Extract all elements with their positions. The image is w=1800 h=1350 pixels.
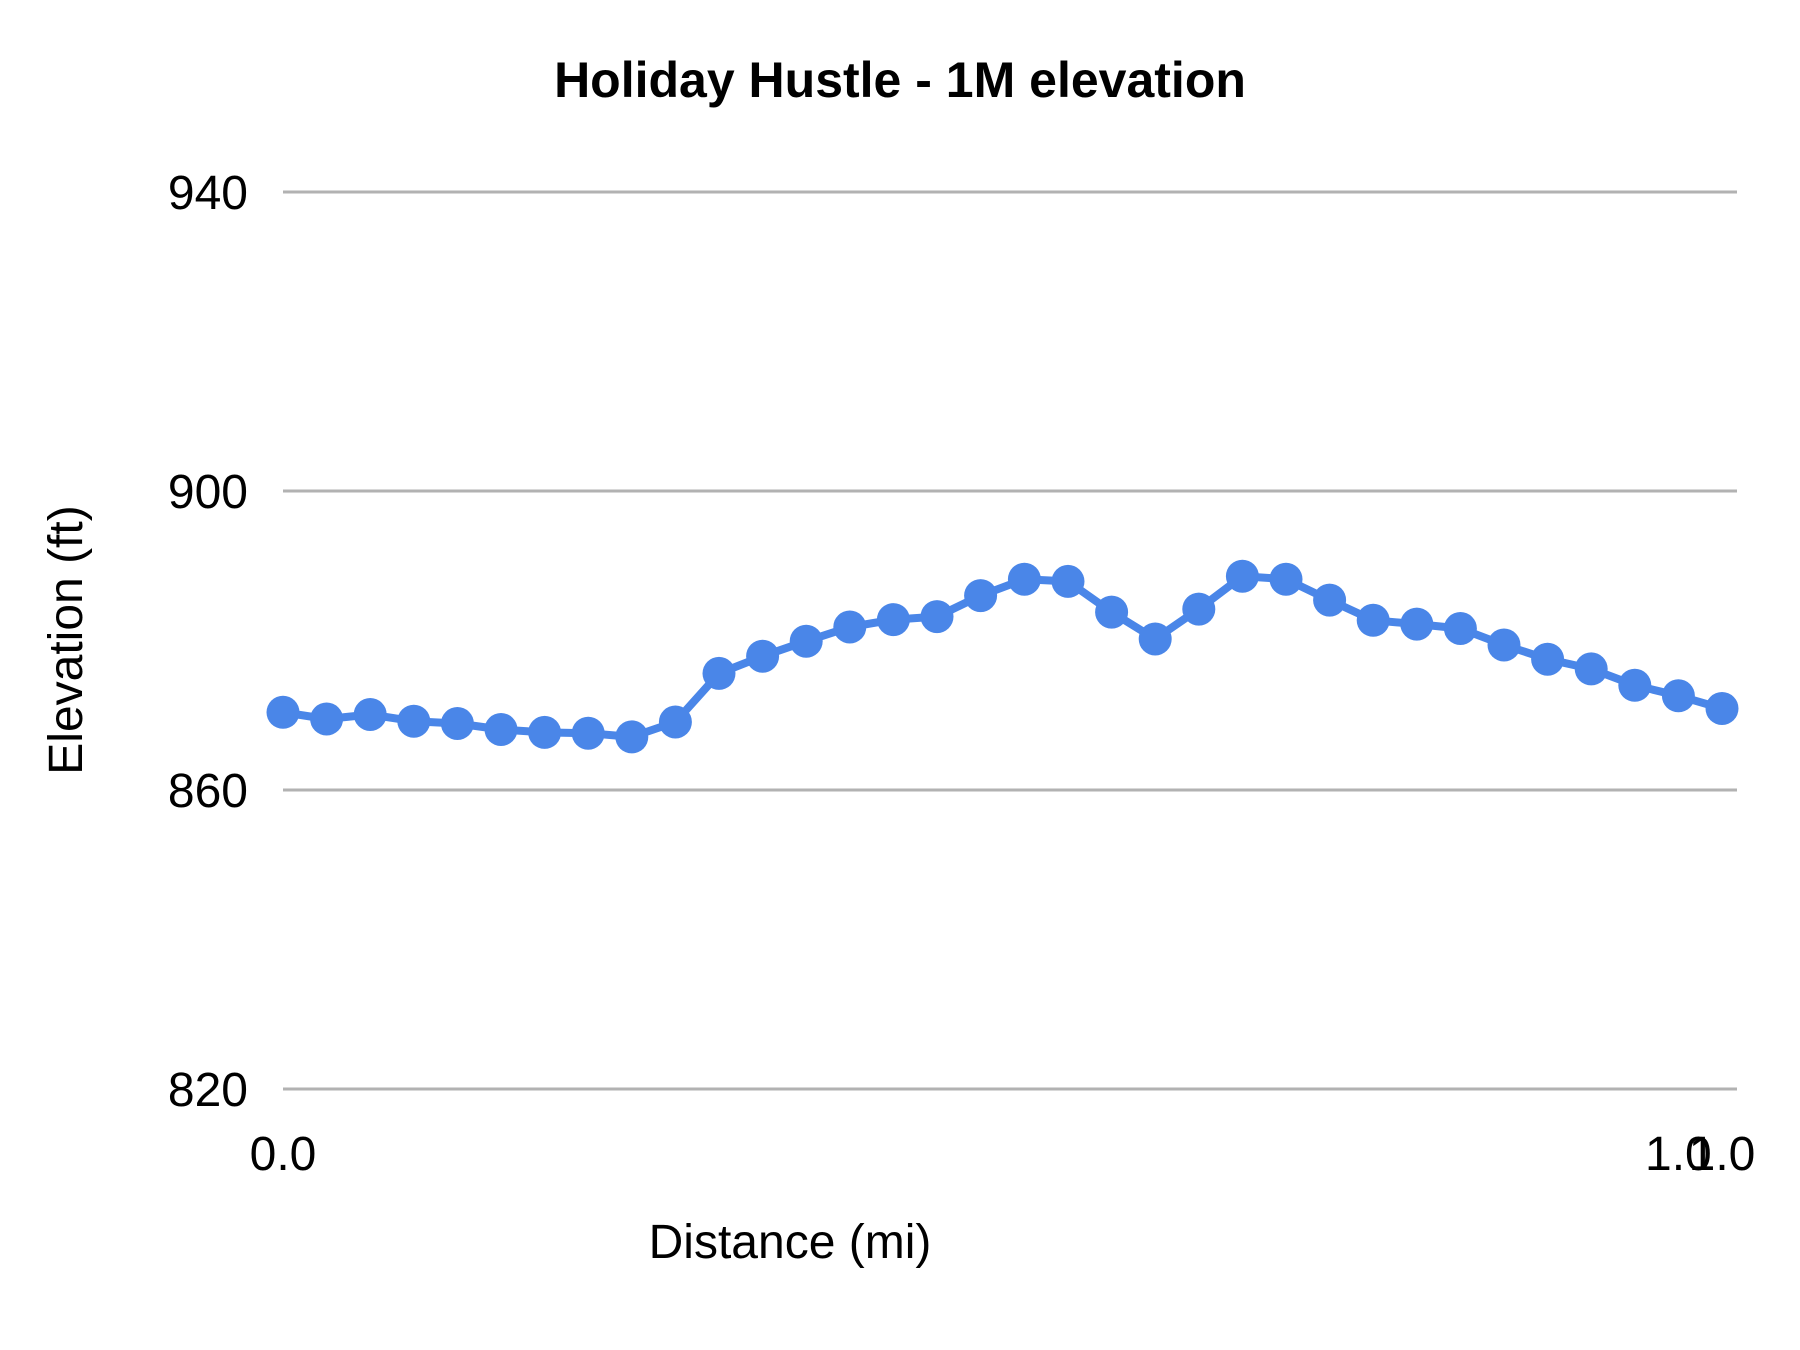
chart-title: Holiday Hustle - 1M elevation: [554, 52, 1246, 108]
data-point-marker: [310, 702, 344, 736]
data-point-marker: [964, 579, 998, 613]
data-point-marker: [833, 610, 867, 644]
data-point-marker: [1313, 583, 1347, 617]
x-tick-label: 1.0: [1645, 1128, 1712, 1181]
data-point-marker: [789, 624, 823, 658]
series-line: [279, 572, 1726, 741]
y-axis-title: Elevation (ft): [40, 505, 93, 774]
data-point-marker: [1661, 679, 1695, 713]
x-axis-title: Distance (mi): [649, 1216, 932, 1269]
data-point-marker: [1007, 562, 1041, 596]
data-point-marker: [1400, 607, 1434, 641]
data-point-marker: [528, 715, 562, 749]
data-point-marker: [1182, 592, 1216, 626]
y-tick-label: 940: [168, 167, 248, 220]
x-tick-label: 1.0: [1689, 1128, 1756, 1181]
x-tick-label: 0.0: [250, 1128, 317, 1181]
data-point-marker: [1487, 628, 1521, 662]
data-point-marker: [266, 695, 300, 729]
data-point-marker: [571, 716, 605, 750]
data-point-marker: [746, 639, 780, 673]
data-point-marker: [440, 707, 474, 740]
data-point-marker: [702, 656, 736, 690]
data-point-marker: [1443, 612, 1477, 645]
data-point-marker: [1574, 652, 1608, 686]
data-point-marker: [920, 600, 954, 634]
data-point-marker: [1531, 642, 1565, 676]
elevation-series: [266, 559, 1739, 754]
data-point-marker: [484, 713, 518, 746]
data-point-marker: [397, 704, 431, 738]
data-point-marker: [876, 603, 910, 637]
data-point-marker: [1705, 692, 1739, 725]
data-point-marker: [1356, 603, 1390, 637]
data-point-marker: [1051, 564, 1085, 598]
gridlines: [283, 190, 1737, 1091]
y-tick-label: 860: [168, 765, 248, 818]
data-point-marker: [353, 698, 387, 731]
data-point-marker: [615, 720, 649, 754]
x-tick-labels: 0.0 1.01.0: [250, 1128, 1756, 1181]
y-tick-label: 900: [168, 466, 248, 519]
data-point-marker: [1138, 622, 1172, 656]
data-point-marker: [1095, 595, 1129, 629]
y-tick-label: 820: [168, 1064, 248, 1117]
data-point-marker: [1269, 562, 1303, 596]
data-point-marker: [1618, 668, 1652, 702]
data-point-marker: [1225, 559, 1259, 593]
data-point-marker: [658, 705, 692, 739]
y-tick-labels: 940 900 860 820: [168, 167, 248, 1117]
